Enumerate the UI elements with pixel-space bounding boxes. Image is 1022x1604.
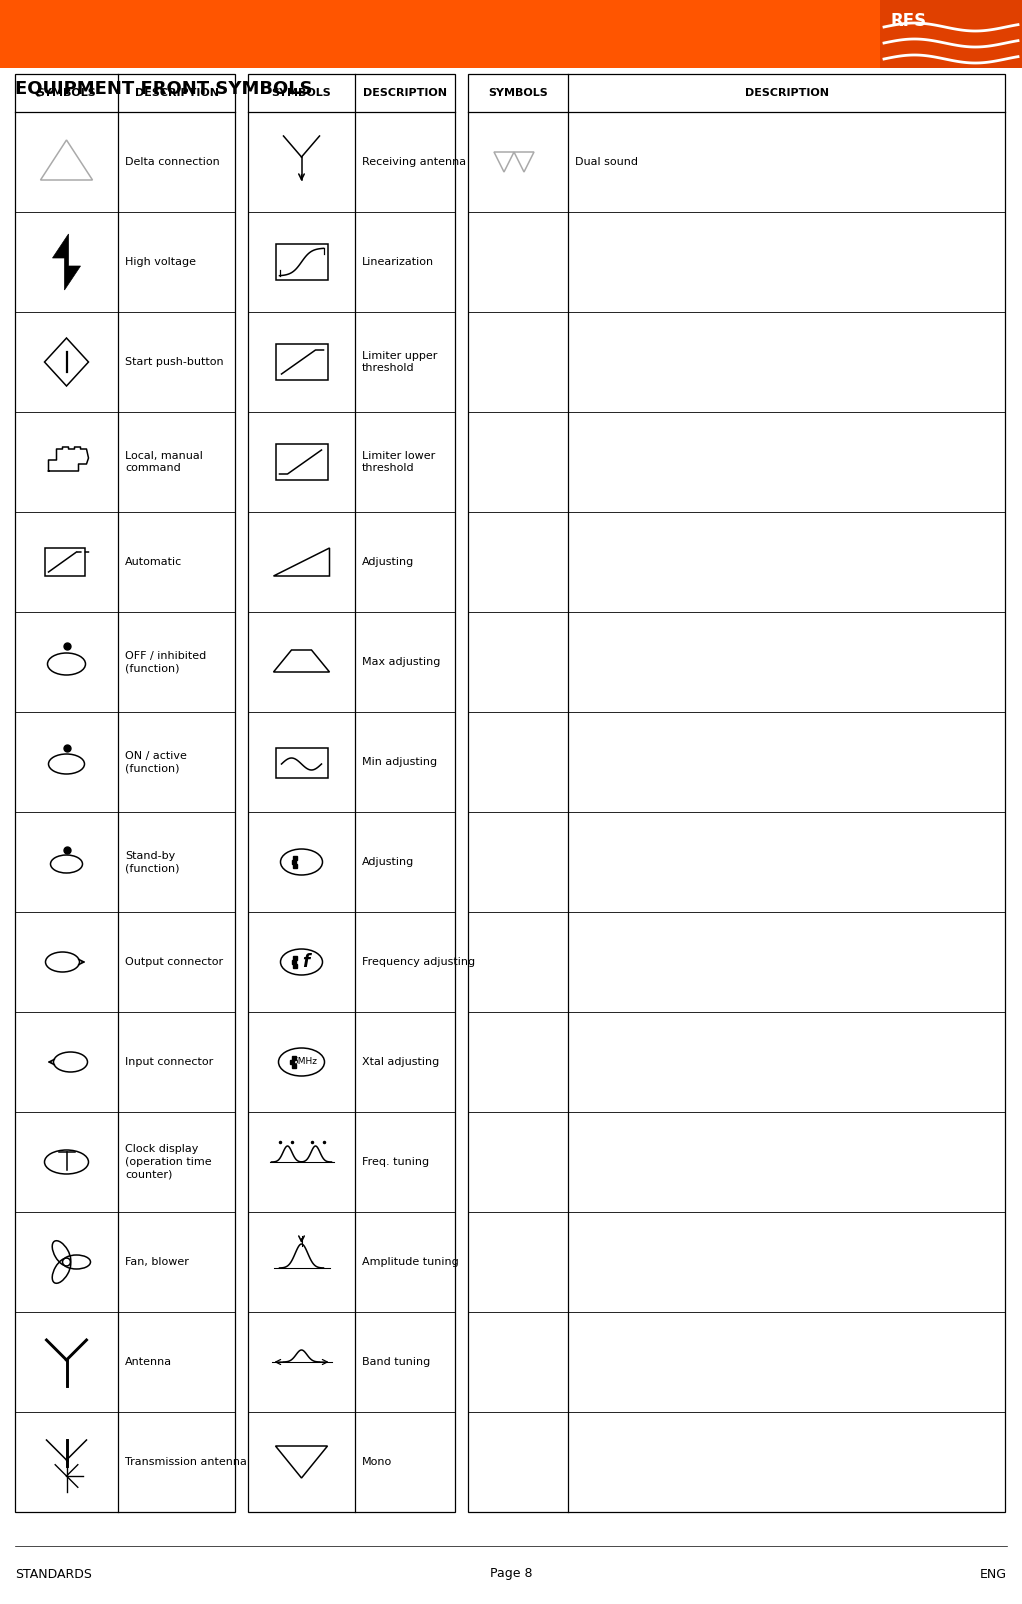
- Bar: [276, 747, 327, 778]
- Text: Start push-button: Start push-button: [125, 358, 224, 367]
- Text: Input connector: Input connector: [125, 1057, 214, 1067]
- Text: ON / active
(function): ON / active (function): [125, 751, 187, 773]
- Text: Stand-by
(function): Stand-by (function): [125, 850, 180, 874]
- Text: SYMBOLS: SYMBOLS: [272, 88, 331, 98]
- Bar: [276, 244, 327, 281]
- Text: Xtal adjusting: Xtal adjusting: [362, 1057, 439, 1067]
- Bar: [468, 74, 1005, 1513]
- Bar: [276, 444, 327, 480]
- Text: Local, manual
command: Local, manual command: [125, 451, 203, 473]
- Text: Limiter lower
threshold: Limiter lower threshold: [362, 451, 435, 473]
- Text: Fan, blower: Fan, blower: [125, 1258, 189, 1267]
- Text: Adjusting: Adjusting: [362, 857, 414, 868]
- Text: Receiving antenna: Receiving antenna: [362, 157, 466, 167]
- Text: SYMBOLS: SYMBOLS: [489, 88, 548, 98]
- Text: Antenna: Antenna: [125, 1357, 172, 1367]
- Text: Band tuning: Band tuning: [362, 1357, 430, 1367]
- Bar: [0, 0, 1022, 67]
- Text: Min adjusting: Min adjusting: [362, 757, 437, 767]
- Text: Page 8: Page 8: [490, 1567, 532, 1580]
- Text: STANDARDS: STANDARDS: [15, 1567, 92, 1580]
- Text: 5MHz: 5MHz: [292, 1057, 317, 1067]
- Text: Transmission antenna: Transmission antenna: [125, 1456, 247, 1468]
- Bar: [248, 74, 455, 1513]
- Text: SYMBOLS: SYMBOLS: [37, 88, 96, 98]
- Text: Max adjusting: Max adjusting: [362, 658, 440, 667]
- Text: OFF / inhibited
(function): OFF / inhibited (function): [125, 651, 206, 674]
- Text: High voltage: High voltage: [125, 257, 196, 266]
- Polygon shape: [52, 234, 81, 290]
- Text: Output connector: Output connector: [125, 958, 223, 967]
- Bar: [15, 74, 235, 1513]
- Text: DESCRIPTION: DESCRIPTION: [363, 88, 447, 98]
- Text: Adjusting: Adjusting: [362, 557, 414, 566]
- Text: Limiter upper
threshold: Limiter upper threshold: [362, 351, 437, 374]
- Text: Linearization: Linearization: [362, 257, 434, 266]
- Text: Dual sound: Dual sound: [575, 157, 638, 167]
- Text: Freq. tuning: Freq. tuning: [362, 1156, 429, 1168]
- Text: RFS: RFS: [890, 11, 926, 30]
- Text: EQUIPMENT FRONT SYMBOLS: EQUIPMENT FRONT SYMBOLS: [15, 80, 313, 98]
- Text: Mono: Mono: [362, 1456, 392, 1468]
- Text: Clock display
(operation time
counter): Clock display (operation time counter): [125, 1144, 212, 1181]
- Text: Amplitude tuning: Amplitude tuning: [362, 1258, 459, 1267]
- Text: ENG: ENG: [980, 1567, 1007, 1580]
- Bar: [45, 549, 85, 576]
- Text: DESCRIPTION: DESCRIPTION: [135, 88, 219, 98]
- Text: DESCRIPTION: DESCRIPTION: [744, 88, 829, 98]
- Text: Frequency adjusting: Frequency adjusting: [362, 958, 475, 967]
- Text: Delta connection: Delta connection: [125, 157, 220, 167]
- Bar: [880, 0, 1022, 67]
- Bar: [276, 343, 327, 380]
- Text: f: f: [301, 953, 309, 970]
- Text: Automatic: Automatic: [125, 557, 182, 566]
